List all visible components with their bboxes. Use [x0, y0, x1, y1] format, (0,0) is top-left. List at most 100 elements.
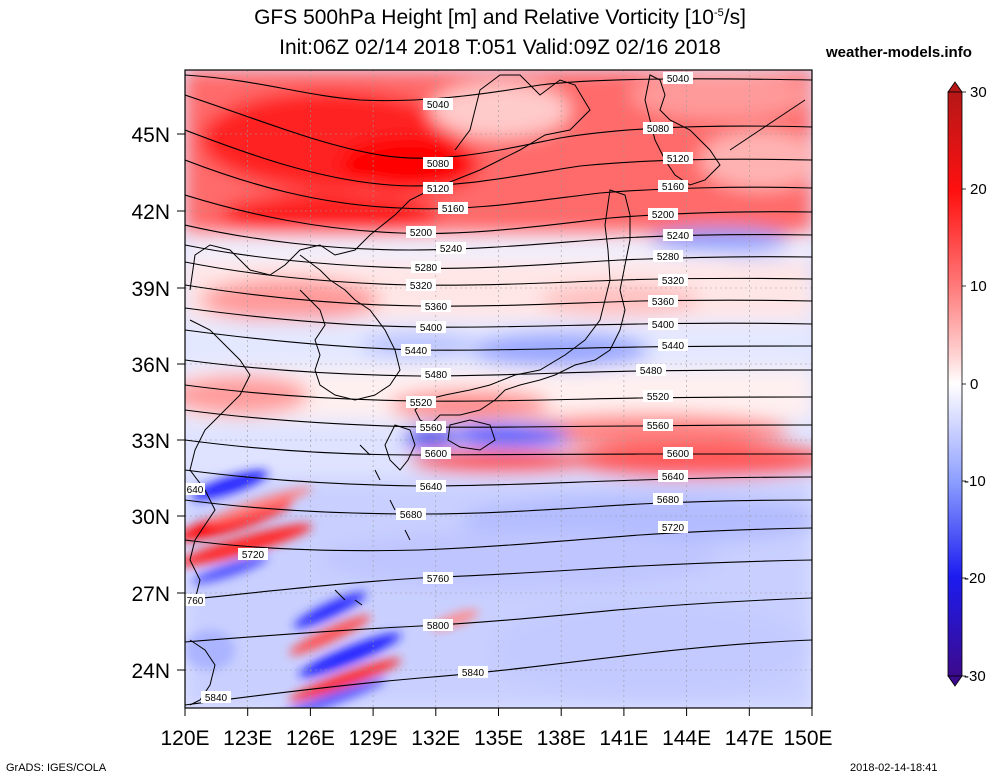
contour-label-5640a: 5640	[416, 480, 446, 493]
chart-title: GFS 500hPa Height [m] and Relative Vorti…	[254, 6, 746, 29]
lat-label: 30N	[131, 506, 170, 529]
contour-label-5160b: 5160	[658, 180, 688, 193]
colorbar-label: 30	[970, 84, 987, 101]
lat-label: 27N	[131, 583, 170, 606]
svg-text:5680: 5680	[657, 495, 680, 506]
svg-text:5440: 5440	[662, 341, 685, 352]
svg-text:5240: 5240	[440, 244, 463, 255]
contour-label-5680a: 5680	[396, 508, 426, 521]
contour-label-5160a: 5160	[438, 202, 468, 215]
chart-subtitle: Init:06Z 02/14 2018 T:051 Valid:09Z 02/1…	[279, 36, 721, 59]
latitude-labels: 24N 27N 30N 33N 36N 39N 42N 45N	[131, 124, 170, 683]
contour-label-5120a: 5120	[423, 182, 453, 195]
lat-label: 39N	[131, 278, 170, 301]
contour-label-5040b: 5040	[663, 72, 693, 85]
lon-label: 135E	[474, 727, 523, 750]
svg-text:5120: 5120	[667, 154, 690, 165]
svg-text:5280: 5280	[657, 252, 680, 263]
lat-label: 24N	[131, 660, 170, 683]
contour-label-5400a: 5400	[416, 321, 446, 334]
contour-label-5800a: 5800	[423, 619, 453, 632]
svg-text:5600: 5600	[425, 449, 448, 460]
lon-label: 150E	[783, 727, 832, 750]
contour-label-5840a: 5840	[458, 666, 488, 679]
lon-label: 123E	[223, 727, 272, 750]
contour-label-5200b: 5200	[648, 208, 678, 221]
svg-text:5160: 5160	[662, 182, 685, 193]
svg-text:5480: 5480	[425, 370, 448, 381]
svg-text:5720: 5720	[662, 523, 685, 534]
svg-text:640: 640	[187, 485, 204, 496]
svg-text:5200: 5200	[410, 228, 433, 239]
svg-text:5560: 5560	[647, 421, 670, 432]
svg-text:5320: 5320	[662, 276, 685, 287]
contour-label-5200a: 5200	[406, 226, 436, 239]
svg-text:5120: 5120	[427, 184, 450, 195]
contour-label-5360b: 5360	[648, 295, 678, 308]
colorbar-top-arrow	[947, 81, 963, 93]
lat-lon-grid	[185, 70, 812, 708]
colorbar: 30 20 10 0 -10 -20 -30	[947, 81, 987, 687]
vorticity-field	[185, 70, 812, 708]
contour-label-5280b: 5280	[653, 250, 683, 263]
lon-label: 132E	[411, 727, 460, 750]
svg-text:5840: 5840	[205, 693, 228, 704]
svg-text:5600: 5600	[667, 449, 690, 460]
contour-label-5840b: 5840	[201, 691, 231, 704]
lon-label: 120E	[160, 727, 209, 750]
longitude-labels: 120E 123E 126E 129E 132E 135E 138E 141E …	[160, 727, 832, 750]
contour-label-5720b: 5720	[658, 521, 688, 534]
lon-label: 141E	[599, 727, 648, 750]
svg-text:5400: 5400	[420, 323, 443, 334]
contour-label-5600a: 5600	[421, 447, 451, 460]
contour-label-5440a: 5440	[401, 344, 431, 357]
lon-label: 144E	[662, 727, 711, 750]
site-watermark: weather-models.info	[826, 44, 972, 61]
svg-text:5080: 5080	[427, 159, 450, 170]
svg-text:5720: 5720	[242, 550, 265, 561]
contour-label-5480a: 5480	[421, 368, 451, 381]
svg-text:5680: 5680	[400, 510, 423, 521]
svg-text:5080: 5080	[647, 124, 670, 135]
svg-text:5800: 5800	[427, 621, 450, 632]
contour-label-640: 640	[185, 483, 205, 496]
contour-label-5520a: 5520	[406, 396, 436, 409]
contour-label-5640b: 5640	[658, 470, 688, 483]
svg-text:5400: 5400	[652, 320, 675, 331]
svg-text:5840: 5840	[462, 668, 485, 679]
contour-label-5560b: 5560	[643, 419, 673, 432]
svg-text:5440: 5440	[405, 346, 428, 357]
svg-text:5280: 5280	[415, 263, 438, 274]
contour-label-5560a: 5560	[416, 421, 446, 434]
svg-text:5160: 5160	[442, 204, 465, 215]
colorbar-label: 0	[970, 376, 978, 393]
contour-label-5040a: 5040	[423, 98, 453, 111]
lat-label: 36N	[131, 354, 170, 377]
footer-credit: GrADS: IGES/COLA	[6, 762, 107, 774]
colorbar-gradient	[947, 91, 963, 677]
contour-label-5240b: 5240	[663, 229, 693, 242]
contour-label-5400b: 5400	[648, 318, 678, 331]
svg-text:5640: 5640	[420, 482, 443, 493]
lat-label: 33N	[131, 430, 170, 453]
contour-label-5320a: 5320	[406, 279, 436, 292]
contour-label-5120b: 5120	[663, 152, 693, 165]
colorbar-label: -10	[964, 473, 986, 490]
lon-label: 138E	[537, 727, 586, 750]
svg-text:5360: 5360	[652, 297, 675, 308]
svg-text:5360: 5360	[425, 302, 448, 313]
svg-text:5640: 5640	[662, 472, 685, 483]
lon-label: 147E	[725, 727, 774, 750]
svg-text:5520: 5520	[410, 398, 433, 409]
svg-text:5240: 5240	[667, 231, 690, 242]
contour-label-5080b: 5080	[643, 122, 673, 135]
svg-text:5200: 5200	[652, 210, 675, 221]
lat-label: 42N	[131, 201, 170, 224]
svg-text:5480: 5480	[640, 366, 663, 377]
contour-label-5440b: 5440	[658, 339, 688, 352]
contour-label-5080a: 5080	[423, 157, 453, 170]
svg-text:5760: 5760	[427, 574, 450, 585]
contour-label-5360a: 5360	[421, 300, 451, 313]
lat-label: 45N	[131, 124, 170, 147]
